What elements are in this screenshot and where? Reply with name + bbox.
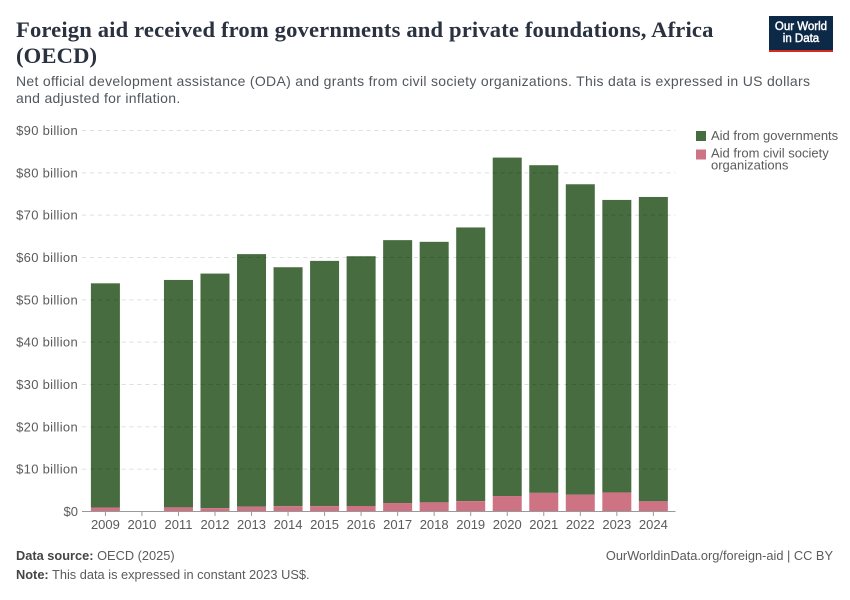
svg-text:Aid from governments: Aid from governments <box>711 128 839 143</box>
svg-text:$70 billion: $70 billion <box>16 208 78 223</box>
svg-text:2011: 2011 <box>164 517 192 532</box>
svg-text:2024: 2024 <box>639 517 668 532</box>
svg-text:2023: 2023 <box>602 517 631 532</box>
svg-text:2012: 2012 <box>201 517 230 532</box>
svg-text:2013: 2013 <box>237 517 266 532</box>
svg-text:2019: 2019 <box>456 517 485 532</box>
svg-text:2009: 2009 <box>91 517 120 532</box>
svg-text:2021: 2021 <box>529 517 558 532</box>
svg-text:2022: 2022 <box>566 517 595 532</box>
svg-text:$0: $0 <box>64 504 78 519</box>
svg-text:$30 billion: $30 billion <box>16 377 78 392</box>
svg-text:2018: 2018 <box>420 517 449 532</box>
svg-text:2010: 2010 <box>127 517 156 532</box>
svg-text:2015: 2015 <box>310 517 339 532</box>
svg-text:2016: 2016 <box>347 517 376 532</box>
svg-text:Aid from civil society: Aid from civil society <box>711 146 829 161</box>
svg-text:$90 billion: $90 billion <box>16 123 78 138</box>
svg-text:$10 billion: $10 billion <box>16 462 78 477</box>
svg-text:$60 billion: $60 billion <box>16 250 78 265</box>
svg-text:$20 billion: $20 billion <box>16 419 78 434</box>
svg-text:$80 billion: $80 billion <box>16 165 78 180</box>
svg-text:$50 billion: $50 billion <box>16 292 78 307</box>
svg-text:organizations: organizations <box>711 158 789 173</box>
svg-text:2017: 2017 <box>383 517 412 532</box>
svg-text:2014: 2014 <box>274 517 303 532</box>
svg-text:$40 billion: $40 billion <box>16 335 78 350</box>
svg-text:2020: 2020 <box>493 517 522 532</box>
